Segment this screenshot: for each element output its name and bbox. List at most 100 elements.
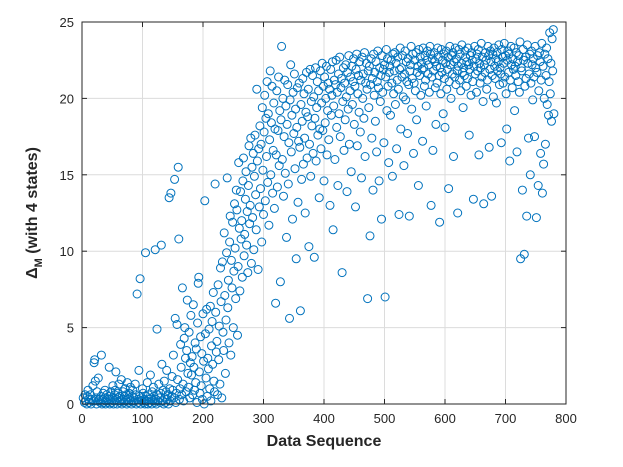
data-point: [350, 81, 360, 91]
data-point: [240, 229, 250, 239]
x-axis-label: Data Sequence: [267, 433, 382, 450]
data-point: [311, 156, 321, 166]
data-point: [384, 158, 394, 168]
data-point: [167, 391, 176, 401]
data-point: [89, 358, 99, 368]
data-point: [221, 315, 231, 325]
data-point: [427, 54, 437, 64]
x-axis-ticks: 0 100 200 300 400 500 600 700 800: [78, 22, 577, 426]
data-point: [196, 332, 206, 342]
data-point: [179, 333, 189, 343]
data-point: [280, 75, 290, 85]
data-point: [238, 176, 248, 186]
data-point: [281, 101, 291, 111]
data-point: [403, 54, 413, 64]
data-point: [125, 382, 135, 392]
data-point: [409, 78, 419, 88]
data-point: [532, 67, 542, 77]
data-point: [190, 338, 200, 348]
data-point: [282, 232, 291, 242]
data-point: [176, 339, 186, 349]
data-point: [219, 346, 229, 355]
data-point: [214, 321, 224, 331]
data-point: [274, 72, 284, 82]
data-point: [206, 396, 216, 406]
data-point: [308, 148, 318, 158]
data-point: [389, 89, 399, 99]
data-point: [88, 381, 98, 391]
x-tick-label: 600: [434, 411, 456, 426]
data-point: [372, 147, 382, 157]
data-point: [330, 155, 340, 164]
data-point: [300, 208, 310, 218]
data-point: [304, 242, 314, 252]
data-point: [243, 268, 253, 278]
data-point: [154, 379, 164, 389]
data-point: [419, 63, 429, 73]
data-point: [345, 86, 355, 96]
data-point: [230, 199, 239, 209]
data-point: [377, 214, 386, 224]
data-point: [530, 132, 539, 142]
data-point: [483, 41, 493, 51]
data-point: [418, 136, 428, 146]
data-point: [496, 138, 506, 148]
data-point: [222, 248, 232, 258]
data-point: [349, 54, 359, 64]
data-point: [167, 372, 177, 381]
data-point: [237, 216, 247, 226]
data-point: [436, 45, 446, 54]
data-point: [212, 336, 222, 346]
data-point: [312, 103, 322, 113]
data-point: [409, 148, 418, 158]
data-point: [207, 317, 217, 326]
data-point: [404, 80, 414, 90]
data-point: [539, 159, 549, 169]
data-point: [282, 119, 292, 129]
data-point: [265, 135, 275, 145]
data-point: [242, 240, 252, 250]
data-point: [531, 63, 541, 73]
data-point: [339, 145, 349, 155]
y-axis-label-subscript: M: [33, 258, 45, 267]
x-tick-label: 0: [78, 411, 85, 426]
data-point: [231, 185, 241, 195]
data-point: [210, 387, 219, 397]
x-tick-label: 400: [313, 411, 335, 426]
data-point: [142, 378, 152, 388]
data-point: [289, 69, 299, 79]
data-point: [334, 109, 344, 119]
data-point: [239, 153, 248, 163]
data-point: [432, 78, 442, 88]
data-point: [220, 368, 230, 378]
data-point: [334, 69, 343, 79]
data-point: [378, 87, 388, 97]
data-point: [359, 113, 369, 123]
data-point: [525, 170, 535, 180]
data-point: [462, 74, 472, 83]
data-point: [375, 97, 385, 106]
data-point: [245, 219, 255, 229]
y-tick-label: 25: [60, 15, 74, 30]
data-point: [260, 90, 270, 100]
data-point: [90, 376, 100, 386]
y-axis-ticks: 0 5 10 15 20 25: [60, 15, 566, 412]
data-point: [399, 161, 409, 171]
data-point: [312, 77, 322, 87]
data-point: [147, 387, 157, 397]
data-point: [403, 129, 412, 138]
data-point: [268, 145, 278, 155]
data-point: [479, 199, 489, 209]
data-point: [342, 187, 352, 197]
data-point: [305, 139, 314, 149]
data-point: [493, 66, 503, 76]
data-point: [169, 393, 179, 403]
data-point: [245, 200, 255, 210]
data-point: [477, 72, 487, 82]
data-point: [275, 106, 285, 116]
data-point: [364, 103, 374, 113]
data-point: [474, 150, 484, 160]
data-point: [257, 103, 267, 113]
data-point: [387, 78, 397, 88]
